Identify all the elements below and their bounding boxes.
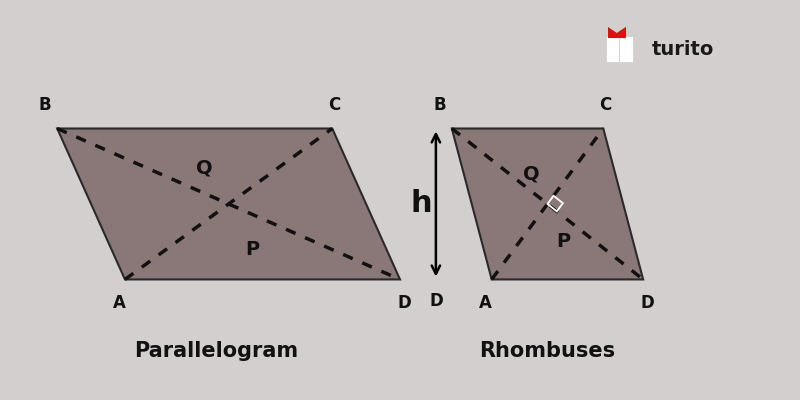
Polygon shape	[57, 128, 400, 280]
Text: Parallelogram: Parallelogram	[134, 341, 298, 361]
Text: B: B	[39, 96, 51, 114]
Bar	[606, 36, 619, 62]
Bar	[608, 27, 626, 38]
Text: B: B	[434, 96, 446, 114]
Text: Q: Q	[196, 159, 213, 178]
Polygon shape	[452, 128, 643, 280]
Text: h: h	[410, 190, 432, 218]
Text: P: P	[556, 232, 570, 251]
Text: P: P	[246, 240, 259, 259]
Text: C: C	[329, 96, 341, 114]
Text: D: D	[640, 294, 654, 312]
Polygon shape	[608, 27, 626, 33]
Text: Q: Q	[523, 165, 540, 184]
Text: Rhombuses: Rhombuses	[479, 341, 615, 361]
Bar	[619, 36, 633, 62]
Text: A: A	[113, 294, 126, 312]
Text: turito: turito	[652, 40, 714, 58]
Text: D: D	[429, 292, 442, 310]
Text: A: A	[479, 294, 492, 312]
Text: D: D	[397, 294, 411, 312]
Text: C: C	[599, 96, 612, 114]
